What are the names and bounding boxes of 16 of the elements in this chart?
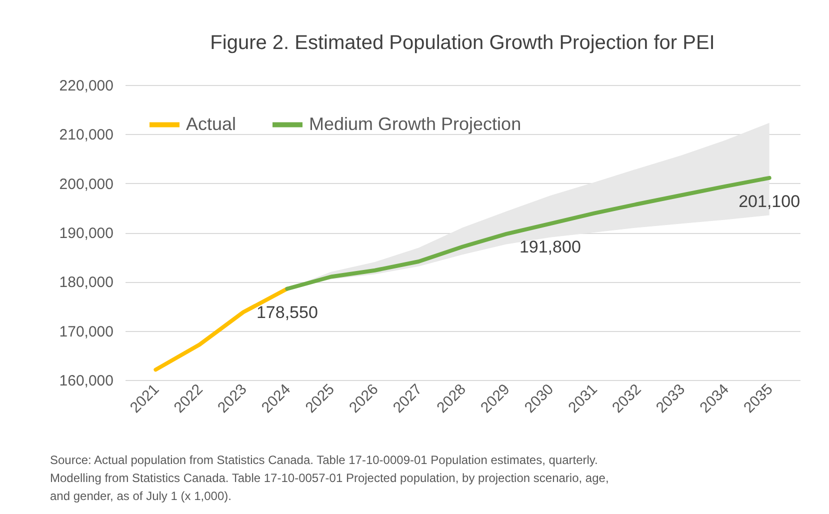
y-tick-label: 190,000 [59, 225, 114, 242]
legend-label: Medium Growth Projection [309, 114, 522, 134]
y-tick-label: 160,000 [59, 372, 114, 390]
chart-title: Figure 2. Estimated Population Growth Projection for PEI [210, 32, 715, 54]
data-label: 191,800 [519, 238, 581, 257]
legend-label: Actual [186, 114, 236, 134]
y-tick-label: 220,000 [59, 78, 114, 94]
y-tick-label: 180,000 [59, 274, 114, 292]
y-tick-label: 210,000 [59, 126, 114, 144]
data-label: 178,550 [256, 302, 318, 322]
y-tick-label: 200,000 [59, 176, 114, 193]
text: Modelling from Statistics Canada. Table 17-10-0057-01 Projected population, by projection scenario, age, [50, 471, 609, 485]
y-tick-label: 170,000 [59, 323, 114, 340]
source-note: Source: Actual population from Statistics Canada. Table 17-10-0009-01 Population estimates, quarterly. [50, 453, 598, 467]
text: and gender, as of July 1 (x 1,000). [50, 489, 232, 503]
data-label: 201,100 [738, 192, 800, 211]
